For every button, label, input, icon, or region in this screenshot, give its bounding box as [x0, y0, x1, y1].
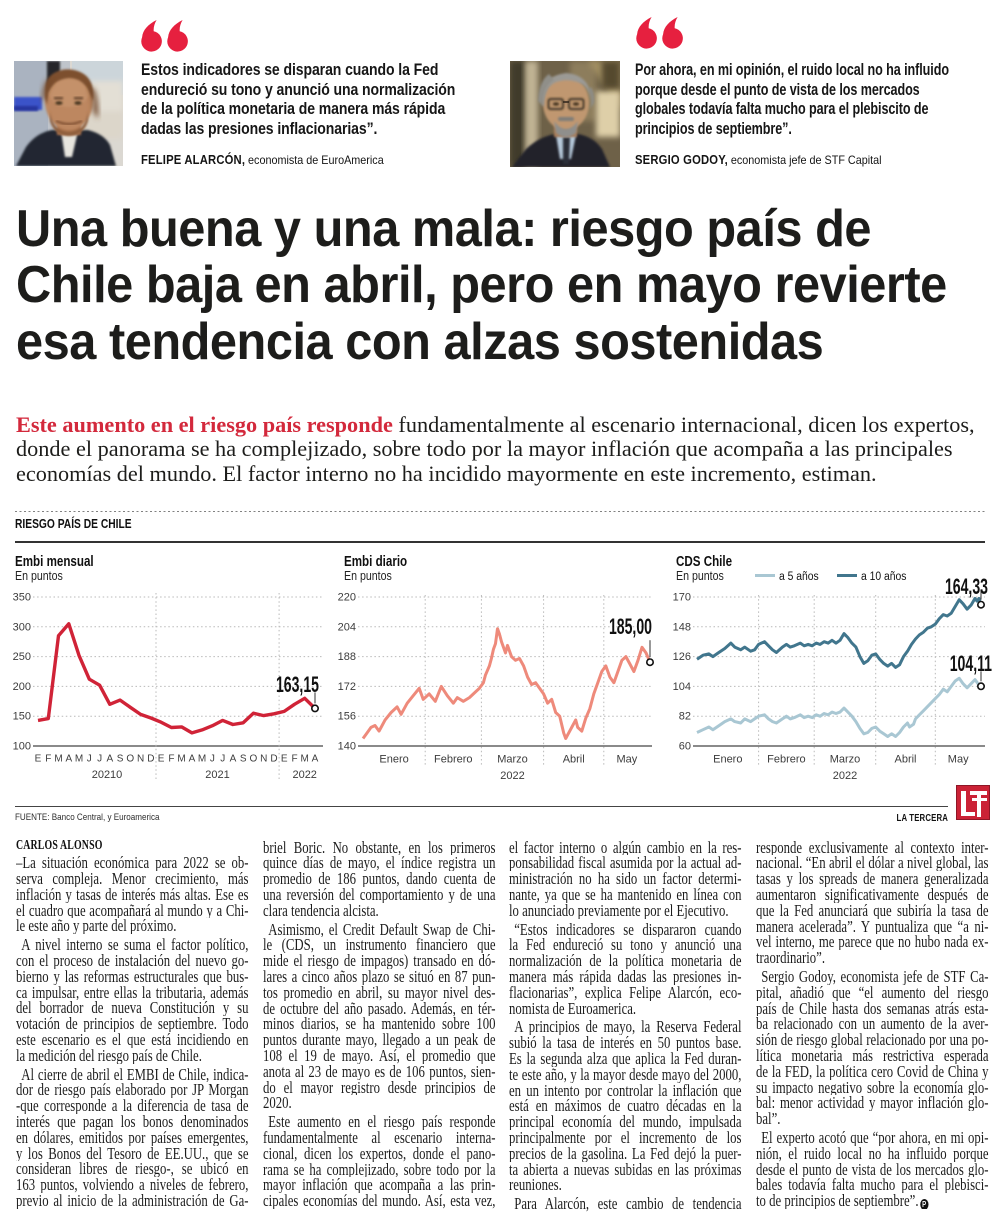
- svg-text:O: O: [126, 754, 134, 765]
- svg-text:170: 170: [673, 592, 691, 604]
- svg-text:A: A: [106, 754, 113, 765]
- svg-text:200: 200: [13, 681, 31, 693]
- svg-text:May: May: [617, 754, 638, 766]
- svg-text:Marzo: Marzo: [497, 754, 528, 766]
- svg-text:Marzo: Marzo: [830, 754, 861, 766]
- svg-text:A: A: [65, 754, 72, 765]
- svg-text:164,33: 164,33: [945, 574, 988, 599]
- svg-text:126: 126: [673, 651, 691, 663]
- svg-text:J: J: [210, 754, 215, 765]
- svg-text:J: J: [97, 754, 102, 765]
- svg-text:F: F: [45, 754, 51, 765]
- svg-text:Embi diario: Embi diario: [344, 553, 407, 570]
- svg-text:S: S: [117, 754, 124, 765]
- svg-text:188: 188: [338, 651, 356, 663]
- svg-text:Enero: Enero: [379, 754, 408, 766]
- svg-text:220: 220: [338, 592, 356, 604]
- svg-text:CDS Chile: CDS Chile: [676, 553, 732, 570]
- svg-text:172: 172: [338, 681, 356, 693]
- svg-text:82: 82: [679, 711, 691, 723]
- svg-text:2022: 2022: [292, 769, 316, 781]
- svg-text:M: M: [198, 754, 206, 765]
- svg-text:Abril: Abril: [894, 754, 916, 766]
- svg-text:M: M: [54, 754, 62, 765]
- svg-text:D: D: [270, 754, 277, 765]
- svg-text:20210: 20210: [92, 769, 123, 781]
- svg-text:300: 300: [13, 621, 31, 633]
- svg-text:150: 150: [13, 711, 31, 723]
- svg-text:185,00: 185,00: [609, 614, 652, 639]
- svg-text:140: 140: [338, 741, 356, 753]
- svg-text:Embi mensual: Embi mensual: [15, 553, 94, 570]
- svg-text:S: S: [240, 754, 247, 765]
- svg-text:104: 104: [673, 681, 691, 693]
- svg-text:104,11: 104,11: [950, 651, 992, 676]
- svg-text:F: F: [168, 754, 174, 765]
- svg-text:J: J: [220, 754, 225, 765]
- svg-text:F: F: [291, 754, 297, 765]
- svg-text:E: E: [158, 754, 165, 765]
- svg-text:163,15: 163,15: [276, 672, 319, 697]
- svg-text:N: N: [137, 754, 144, 765]
- svg-text:a 5 años: a 5 años: [779, 571, 819, 584]
- svg-text:May: May: [948, 754, 969, 766]
- svg-text:Febrero: Febrero: [434, 754, 473, 766]
- svg-text:156: 156: [338, 711, 356, 723]
- svg-text:En puntos: En puntos: [15, 569, 63, 583]
- svg-text:2022: 2022: [500, 770, 524, 782]
- svg-text:En puntos: En puntos: [344, 569, 392, 583]
- svg-text:350: 350: [13, 592, 31, 604]
- svg-text:M: M: [301, 754, 309, 765]
- svg-text:60: 60: [679, 741, 691, 753]
- svg-text:148: 148: [673, 621, 691, 633]
- svg-text:A: A: [230, 754, 237, 765]
- svg-text:2021: 2021: [205, 769, 229, 781]
- svg-text:A: A: [312, 754, 319, 765]
- svg-text:D: D: [147, 754, 154, 765]
- svg-text:Enero: Enero: [713, 754, 742, 766]
- svg-text:a 10 años: a 10 años: [861, 571, 907, 584]
- svg-text:A: A: [189, 754, 196, 765]
- svg-text:E: E: [35, 754, 42, 765]
- svg-text:Febrero: Febrero: [767, 754, 806, 766]
- svg-text:O: O: [250, 754, 258, 765]
- svg-text:J: J: [87, 754, 92, 765]
- svg-text:En puntos: En puntos: [676, 569, 724, 583]
- svg-text:Abril: Abril: [563, 754, 585, 766]
- svg-text:250: 250: [13, 651, 31, 663]
- svg-text:M: M: [177, 754, 185, 765]
- svg-text:204: 204: [338, 621, 356, 633]
- svg-text:E: E: [281, 754, 288, 765]
- svg-text:N: N: [260, 754, 267, 765]
- svg-text:2022: 2022: [833, 770, 857, 782]
- svg-text:100: 100: [13, 741, 31, 753]
- svg-text:M: M: [75, 754, 83, 765]
